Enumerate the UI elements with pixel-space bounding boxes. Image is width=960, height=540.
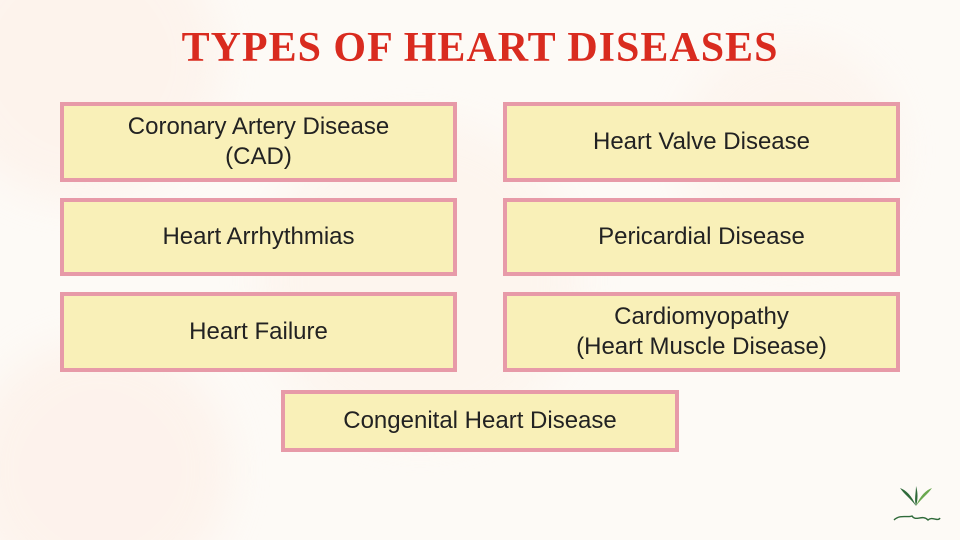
card-grid: Coronary Artery Disease (CAD) Heart Valv… — [60, 102, 900, 372]
disease-label: Heart Valve Disease — [593, 127, 810, 157]
disease-label: Coronary Artery Disease (CAD) — [128, 112, 389, 172]
disease-card: Heart Failure — [60, 292, 457, 372]
disease-card: Pericardial Disease — [503, 198, 900, 276]
page-title: TYPES OF HEART DISEASES — [60, 24, 900, 72]
disease-label: Congenital Heart Disease — [343, 406, 616, 436]
disease-card: Cardiomyopathy (Heart Muscle Disease) — [503, 292, 900, 372]
disease-label: Pericardial Disease — [598, 222, 805, 252]
disease-card: Heart Arrhythmias — [60, 198, 457, 276]
bottom-row: Congenital Heart Disease — [60, 390, 900, 452]
disease-label: Heart Arrhythmias — [162, 222, 354, 252]
disease-label: Heart Failure — [189, 317, 328, 347]
disease-label: Cardiomyopathy (Heart Muscle Disease) — [576, 302, 827, 362]
disease-card: Congenital Heart Disease — [281, 390, 679, 452]
disease-card: Coronary Artery Disease (CAD) — [60, 102, 457, 182]
disease-card: Heart Valve Disease — [503, 102, 900, 182]
brand-logo — [886, 480, 946, 532]
page-container: TYPES OF HEART DISEASES Coronary Artery … — [0, 0, 960, 540]
